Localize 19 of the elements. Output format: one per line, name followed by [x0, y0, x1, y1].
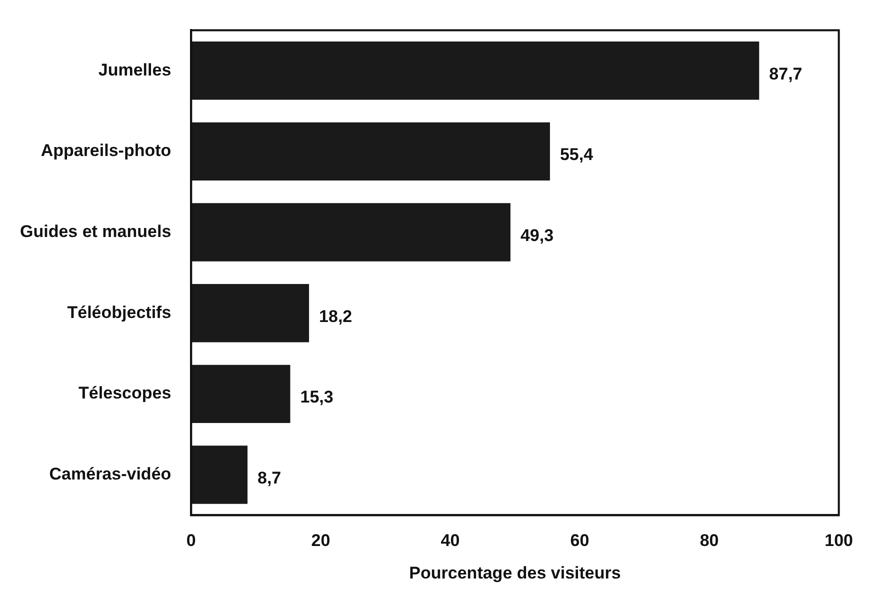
y-tick-label: Jumelles: [98, 60, 172, 80]
y-tick-label: Guides et manuels: [20, 222, 172, 241]
y-tick-label: Téléobjectifs: [67, 302, 172, 322]
data-label: 18,2: [319, 306, 352, 326]
y-tick-label: Caméras-vidéo: [49, 464, 172, 484]
x-tick-label: 100: [824, 531, 854, 550]
data-label: 55,4: [560, 145, 594, 164]
data-label: 15,3: [300, 388, 334, 407]
data-label: 49,3: [520, 226, 554, 245]
y-tick-label: Télescopes: [78, 384, 172, 403]
data-label: 8,7: [258, 468, 282, 488]
x-tick-label: 20: [311, 531, 330, 550]
x-axis-title: Pourcentage des visiteurs: [409, 563, 621, 582]
x-tick-label: 60: [570, 531, 590, 550]
x-tick-label: 0: [186, 531, 196, 550]
x-tick-label: 40: [440, 531, 460, 550]
data-label: 87,7: [769, 64, 802, 84]
y-tick-label: Appareils-photo: [40, 141, 172, 160]
x-tick-label: 80: [700, 531, 719, 550]
